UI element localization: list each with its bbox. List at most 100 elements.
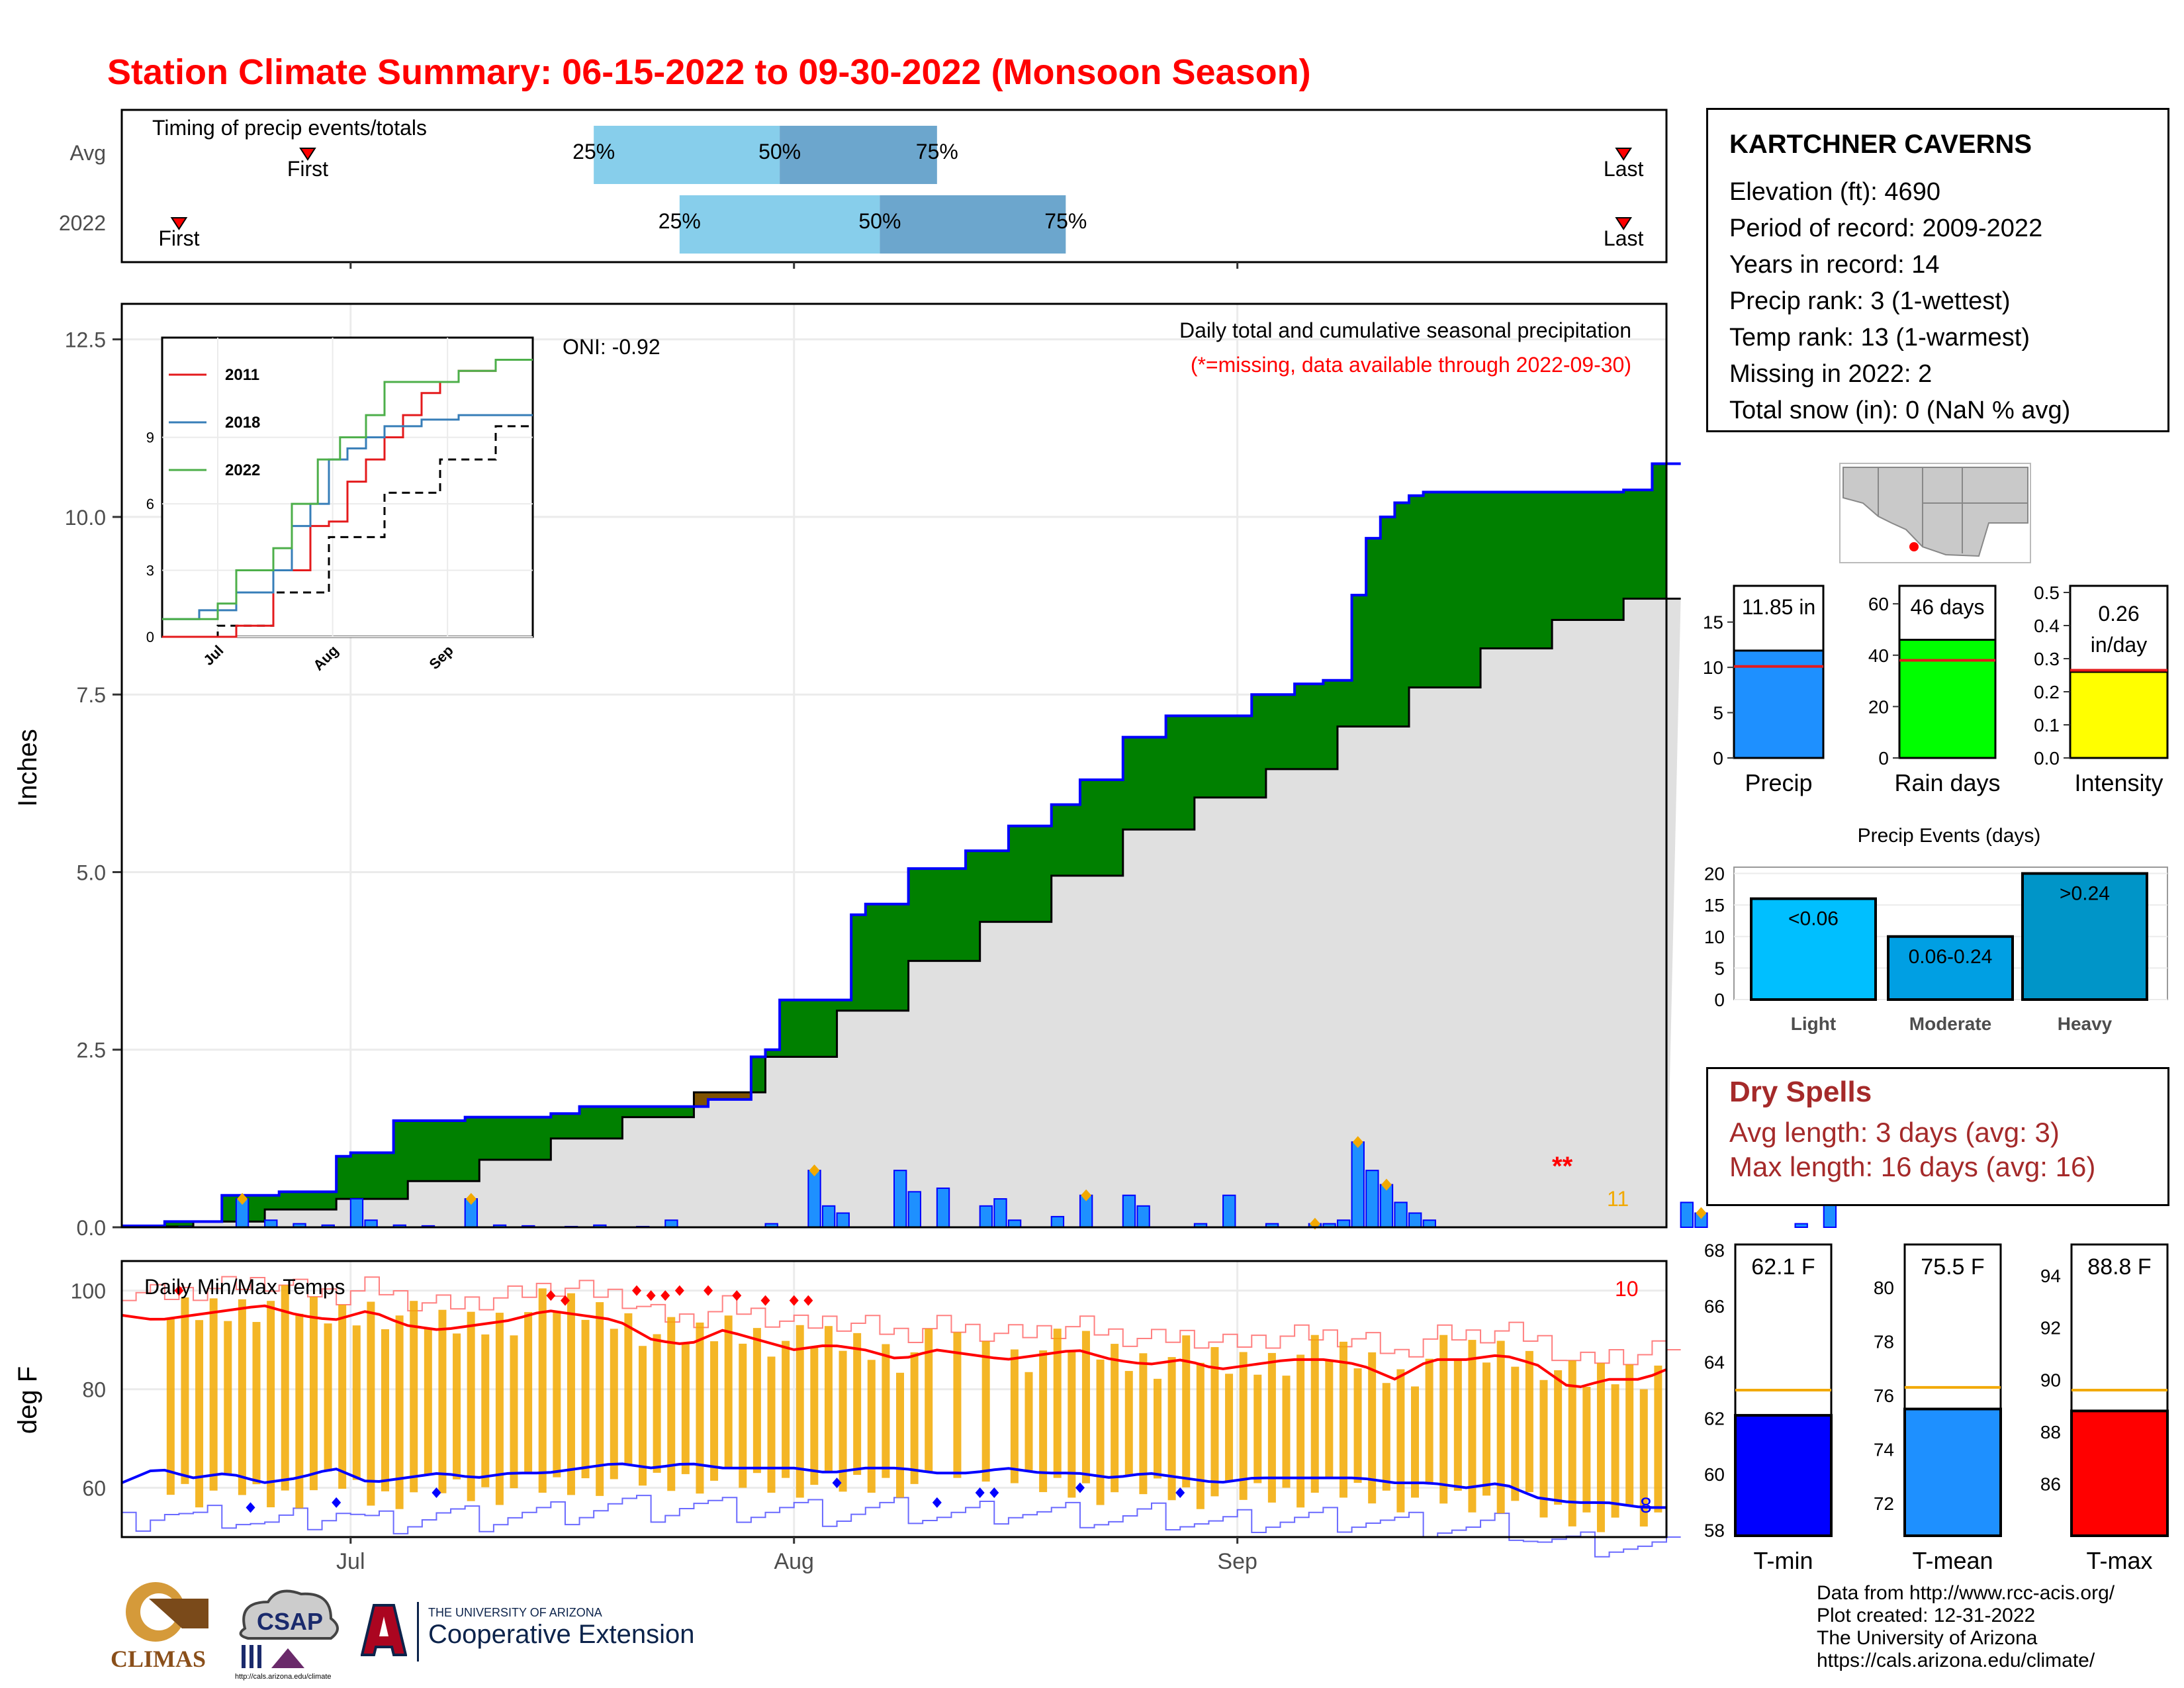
surplus-deficit-segment (908, 868, 923, 961)
summary-ytick: 0.0 (2034, 748, 2060, 769)
surplus-deficit-segment (1580, 492, 1596, 620)
daily-temp-range-bar (1139, 1353, 1148, 1495)
timing-p75-label: 75% (1044, 209, 1087, 233)
month-label: Aug (774, 1549, 814, 1574)
daily-temp-range-bar (224, 1321, 232, 1474)
daily-precip-bar (1379, 1184, 1394, 1228)
temp-summary-xlabel: T-min (1754, 1547, 1813, 1574)
daily-temp-range-bar (624, 1313, 633, 1464)
surplus-deficit-segment (565, 1113, 580, 1139)
daily-temp-range-bar (438, 1309, 447, 1493)
surplus-deficit-segment (1308, 684, 1324, 769)
surplus-deficit-segment (479, 1117, 494, 1160)
events-xlabel: Heavy (2058, 1013, 2113, 1034)
record-high-marker (174, 1285, 184, 1296)
temp-summary-ytick: 66 (1704, 1296, 1725, 1317)
daily-precip-bar (1222, 1194, 1236, 1229)
events-ytick: 20 (1704, 864, 1725, 884)
inset-ytick: 3 (146, 563, 154, 579)
daily-temp-range-bar (181, 1297, 189, 1484)
daily-temp-range-bar (1111, 1344, 1119, 1493)
temp-summary-ytick: 76 (1874, 1385, 1894, 1406)
daily-precip-bar (907, 1191, 921, 1229)
temp-summary-ytick: 88 (2040, 1422, 2061, 1442)
daily-temp-range-bar (1096, 1359, 1105, 1505)
surplus-deficit-segment (1423, 492, 1438, 688)
surplus-deficit-segment (1079, 779, 1095, 876)
timing-last-marker (1615, 217, 1633, 230)
daily-temp-range-bar (696, 1322, 704, 1494)
events-xlabel: Light (1791, 1013, 1836, 1034)
dry-spells-avg: Avg length: 3 days (avg: 3) (1729, 1117, 2060, 1148)
temp-ytick: 60 (82, 1477, 106, 1501)
daily-precip-bar (893, 1170, 907, 1228)
average-min-temp-line (121, 1462, 1666, 1509)
temp-summary-ytick: 64 (1704, 1352, 1725, 1373)
summary-value-label: 11.85 in (1742, 595, 1816, 619)
station-line: Elevation (ft): 4690 (1729, 178, 1940, 206)
heavy-event-marker (809, 1164, 820, 1177)
precip-annotation-title: Daily total and cumulative seasonal prec… (1179, 318, 1631, 342)
surplus-deficit-segment (1051, 804, 1066, 876)
daily-temp-range-bar (1582, 1387, 1591, 1513)
daily-temp-range-bar (1439, 1335, 1448, 1504)
temp-summary-ytick: 72 (1874, 1493, 1894, 1514)
daily-temp-range-bar (1654, 1365, 1662, 1513)
record-high-marker (674, 1285, 684, 1296)
daily-temp-range-bar (667, 1317, 676, 1491)
daily-precip-bar (664, 1219, 678, 1229)
daily-precip-bar (349, 1198, 364, 1228)
temp-summary-ytick: 60 (1704, 1464, 1725, 1485)
surplus-deficit-segment (1466, 492, 1481, 688)
precip-events-chart: Precip Events (days) 0 5 10 15 20 <0.06 Light 0.… (1704, 825, 2168, 1034)
daily-temp-range-bar (453, 1333, 461, 1479)
daily-temp-range-bar (309, 1297, 318, 1491)
timing-lower-box (594, 126, 780, 184)
timing-p50-label: 50% (758, 140, 801, 164)
daily-temp-range-bar (1554, 1370, 1563, 1505)
events-ytick: 5 (1714, 958, 1725, 978)
surplus-deficit-segment (622, 1106, 637, 1117)
heavy-event-marker (465, 1193, 477, 1205)
temp-count-low: 8 (1640, 1493, 1652, 1517)
daily-precip-bar (1122, 1194, 1136, 1229)
surplus-deficit-segment (179, 1221, 194, 1227)
summary-ytick: 20 (1868, 696, 1889, 717)
events-ytick: 10 (1704, 927, 1725, 947)
record-high-marker (632, 1285, 641, 1296)
daily-temp-range-bar (567, 1293, 575, 1495)
surplus-deficit-segment (522, 1117, 537, 1160)
summary-ytick: 40 (1868, 645, 1889, 666)
surplus-deficit-segment (451, 1121, 466, 1182)
summary-bar (2069, 671, 2169, 759)
surplus-deficit-segment (1437, 492, 1453, 688)
surplus-deficit-segment (1566, 492, 1581, 620)
surplus-deficit-segment (1366, 538, 1381, 727)
daily-temp-range-bar (195, 1320, 204, 1508)
precip-annotation-missing: (*=missing, data available through 2022-… (1191, 353, 1631, 377)
surplus-deficit-segment (665, 1106, 680, 1117)
station-line: Missing in 2022: 2 (1729, 360, 1933, 388)
events-xlabel: Moderate (1909, 1013, 1991, 1034)
daily-temp-range-bar (782, 1340, 790, 1478)
temp-summary-ytick: 90 (2040, 1370, 2061, 1390)
surplus-deficit-segment (1609, 492, 1624, 620)
daily-precip-bar (1794, 1223, 1808, 1229)
summary-ytick: 0.3 (2034, 649, 2060, 669)
svg-text:http://cals.arizona.edu/climat: http://cals.arizona.edu/climate (235, 1673, 332, 1681)
record-high-marker (546, 1290, 556, 1301)
svg-text:CLIMAS: CLIMAS (111, 1646, 206, 1672)
summary-ytick: 0.4 (2034, 616, 2060, 636)
temp-summary-value: 75.5 F (1921, 1254, 1984, 1280)
record-high-marker (789, 1295, 799, 1306)
timing-lower-box (679, 195, 880, 254)
surplus-deficit-segment (1223, 716, 1238, 798)
summary-xlabel: Precip (1745, 769, 1812, 796)
daily-temp-range-bar (1325, 1359, 1334, 1478)
summary-value-label: 46 days (1910, 595, 1984, 619)
surplus-deficit-segment (1637, 490, 1653, 599)
daily-temp-range-bar (295, 1313, 304, 1509)
daily-temp-range-bar (1225, 1374, 1234, 1483)
surplus-deficit-segment (994, 851, 1009, 922)
surplus-deficit-segment (1323, 680, 1338, 769)
